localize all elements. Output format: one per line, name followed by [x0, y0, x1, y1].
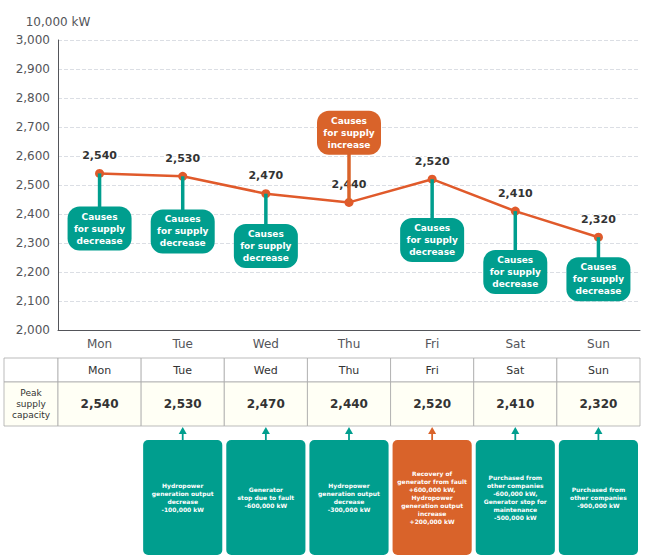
svg-text:stop due to fault: stop due to fault — [238, 494, 295, 502]
svg-text:Causes: Causes — [248, 229, 284, 239]
svg-text:Causes: Causes — [580, 262, 616, 272]
svg-text:2,540: 2,540 — [81, 397, 119, 411]
svg-text:2,700: 2,700 — [16, 120, 50, 134]
svg-text:decrease: decrease — [492, 279, 538, 289]
svg-text:Mon: Mon — [88, 364, 111, 377]
svg-text:generation output: generation output — [318, 490, 380, 498]
svg-text:-600,000 kW: -600,000 kW — [245, 502, 288, 509]
svg-text:for supply: for supply — [490, 267, 541, 277]
svg-text:Tue: Tue — [171, 337, 193, 351]
svg-text:for supply: for supply — [323, 128, 374, 138]
svg-text:2,520: 2,520 — [415, 155, 450, 168]
svg-text:10,000 kW: 10,000 kW — [26, 15, 91, 29]
svg-text:Causes: Causes — [414, 223, 450, 233]
svg-text:2,540: 2,540 — [82, 149, 117, 162]
svg-text:supply: supply — [16, 399, 46, 409]
svg-text:2,410: 2,410 — [498, 187, 533, 200]
svg-text:Causes: Causes — [82, 212, 118, 222]
svg-text:other companies: other companies — [570, 494, 627, 502]
svg-text:Thu: Thu — [338, 364, 360, 377]
svg-text:-100,000 kW: -100,000 kW — [161, 506, 204, 513]
svg-text:decrease: decrease — [243, 253, 289, 263]
svg-text:Hydropower: Hydropower — [162, 482, 203, 490]
svg-text:for supply: for supply — [573, 274, 624, 284]
svg-text:2,520: 2,520 — [413, 397, 451, 411]
svg-text:Tue: Tue — [172, 364, 192, 377]
svg-text:Mon: Mon — [87, 337, 112, 351]
svg-text:increase: increase — [418, 510, 447, 517]
svg-text:generator from fault: generator from fault — [397, 478, 467, 486]
svg-text:2,300: 2,300 — [16, 236, 50, 250]
svg-text:decrease: decrease — [334, 498, 365, 505]
svg-text:generation output: generation output — [152, 490, 214, 498]
svg-text:2,530: 2,530 — [164, 397, 202, 411]
svg-text:Fri: Fri — [426, 364, 439, 377]
svg-text:generation output: generation output — [401, 502, 463, 510]
svg-text:2,000: 2,000 — [16, 323, 50, 337]
svg-text:2,440: 2,440 — [330, 397, 368, 411]
svg-text:Hydropower: Hydropower — [328, 482, 369, 490]
svg-text:decrease: decrease — [575, 286, 621, 296]
svg-text:+200,000 kW: +200,000 kW — [410, 518, 455, 525]
svg-text:Generator stop for: Generator stop for — [484, 498, 547, 506]
svg-text:maintenance: maintenance — [493, 506, 537, 513]
svg-text:Sun: Sun — [587, 337, 610, 351]
svg-text:decrease: decrease — [77, 236, 123, 246]
svg-text:Purchased from: Purchased from — [489, 474, 542, 481]
svg-text:decrease: decrease — [409, 247, 455, 257]
svg-text:Thu: Thu — [337, 337, 361, 351]
svg-text:Recovery of: Recovery of — [412, 470, 452, 478]
svg-text:for supply: for supply — [157, 226, 208, 236]
svg-text:Sun: Sun — [588, 364, 609, 377]
svg-text:2,440: 2,440 — [331, 177, 367, 191]
svg-text:2,320: 2,320 — [581, 213, 616, 226]
svg-text:+600,000 kW,: +600,000 kW, — [409, 486, 456, 493]
svg-text:Causes: Causes — [497, 255, 533, 265]
svg-text:-600,000 kW,: -600,000 kW, — [493, 490, 537, 497]
svg-text:2,470: 2,470 — [247, 397, 285, 411]
svg-text:2,400: 2,400 — [16, 207, 50, 221]
svg-text:Wed: Wed — [253, 337, 279, 351]
svg-text:Causes: Causes — [165, 214, 201, 224]
svg-text:Peak: Peak — [20, 388, 42, 398]
svg-text:-500,000 kW: -500,000 kW — [494, 514, 537, 521]
svg-text:Purchased from: Purchased from — [572, 486, 625, 493]
svg-text:for supply: for supply — [74, 224, 125, 234]
svg-text:3,000: 3,000 — [16, 33, 50, 47]
svg-text:2,900: 2,900 — [16, 62, 50, 76]
svg-text:2,470: 2,470 — [248, 169, 283, 182]
svg-text:Generator: Generator — [249, 486, 283, 493]
svg-text:decrease: decrease — [167, 498, 198, 505]
svg-text:2,410: 2,410 — [496, 397, 534, 411]
svg-text:2,530: 2,530 — [165, 152, 200, 165]
svg-text:2,600: 2,600 — [16, 149, 50, 163]
svg-text:-900,000 kW: -900,000 kW — [577, 502, 620, 509]
svg-text:Fri: Fri — [425, 337, 439, 351]
svg-text:Sat: Sat — [505, 337, 525, 351]
svg-text:-300,000 kW: -300,000 kW — [328, 506, 371, 513]
svg-text:Causes: Causes — [331, 116, 367, 126]
svg-text:increase: increase — [328, 140, 371, 150]
svg-text:other companies: other companies — [487, 482, 544, 490]
svg-text:2,500: 2,500 — [16, 178, 50, 192]
svg-text:2,800: 2,800 — [16, 91, 50, 105]
svg-text:2,320: 2,320 — [579, 397, 617, 411]
svg-text:2,200: 2,200 — [16, 265, 50, 279]
svg-text:for supply: for supply — [240, 241, 291, 251]
svg-text:Hydropower: Hydropower — [411, 494, 452, 502]
svg-text:decrease: decrease — [160, 238, 206, 248]
svg-text:for supply: for supply — [407, 235, 458, 245]
svg-text:Sat: Sat — [506, 364, 525, 377]
svg-text:capacity: capacity — [12, 410, 51, 420]
svg-text:2,100: 2,100 — [16, 294, 50, 308]
svg-text:Wed: Wed — [254, 364, 278, 377]
